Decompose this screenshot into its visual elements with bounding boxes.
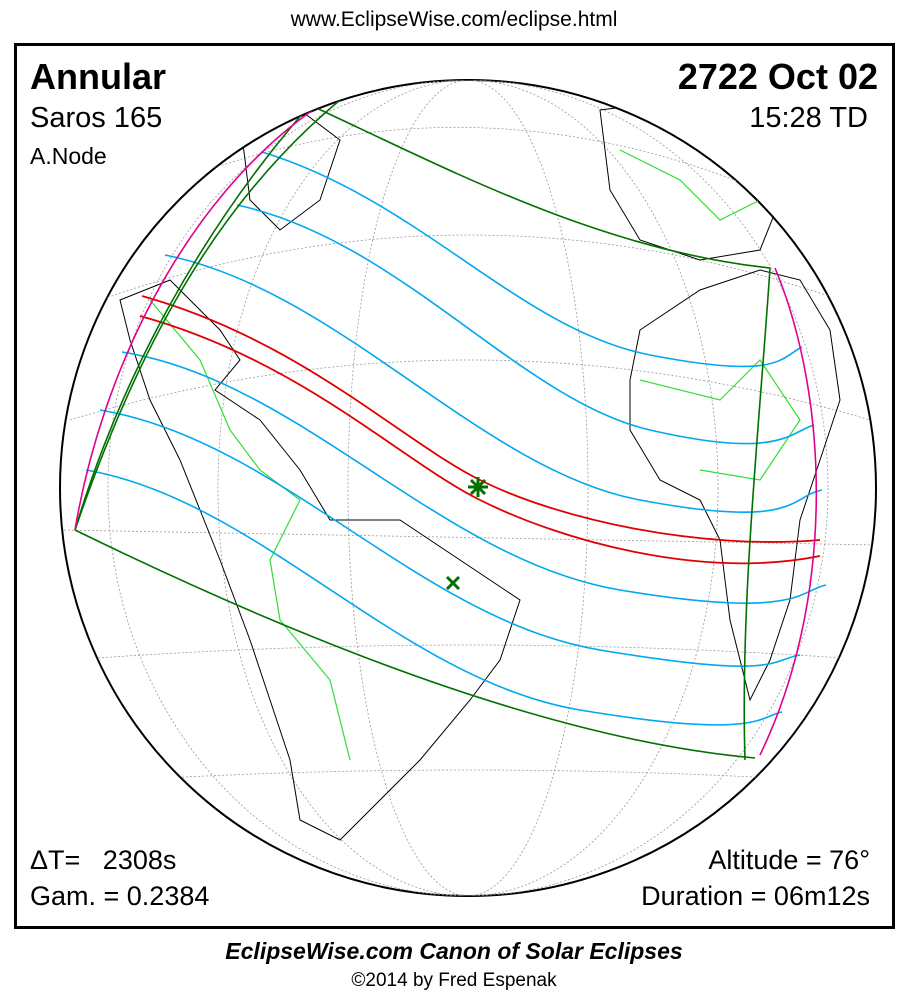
rise-set-curves	[74, 104, 818, 756]
node: A.Node	[30, 143, 107, 169]
copyright: ©2014 by Fred Espenak	[351, 970, 557, 991]
eclipse-type: Annular	[30, 56, 167, 97]
canon-title: EclipseWise.com Canon of Solar Eclipses	[225, 938, 683, 964]
delta-t: ΔT= 2308s	[30, 845, 177, 875]
gamma: Gam. = 0.2384	[30, 881, 210, 911]
partial-eclipse-lines	[85, 151, 827, 726]
map-frame	[14, 43, 895, 929]
altitude: Altitude = 76°	[708, 845, 870, 875]
duration: Duration = 06m12s	[641, 881, 870, 911]
graticule	[60, 80, 876, 896]
penumbral-limits	[74, 99, 771, 761]
saros-number: Saros 165	[30, 102, 163, 134]
eclipse-date: 2722 Oct 02	[677, 56, 878, 97]
greatest-eclipse-star-icon	[468, 477, 488, 497]
source-url: www.EclipseWise.com/eclipse.html	[290, 8, 618, 31]
central-path-limits	[139, 295, 821, 565]
eclipse-time: 15:28 TD	[749, 102, 868, 134]
subsolar-point-x-icon	[445, 575, 461, 591]
political-borders	[149, 149, 801, 761]
